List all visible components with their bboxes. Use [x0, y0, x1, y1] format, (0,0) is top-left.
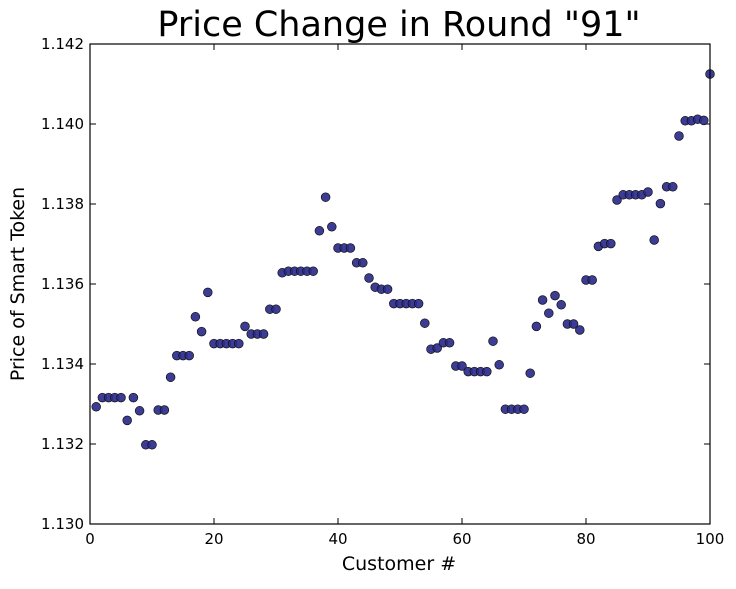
data-point: [482, 366, 492, 377]
y-tick-label: 1.134: [41, 355, 84, 373]
data-point: [258, 329, 269, 339]
data-points: [91, 69, 715, 450]
y-tick-label: 1.136: [41, 275, 84, 293]
plot-frame: [89, 43, 711, 525]
data-point: [234, 338, 244, 349]
data-point: [147, 440, 157, 450]
data-point: [420, 318, 430, 328]
y-tick-label: 1.142: [41, 35, 84, 53]
data-point: [327, 222, 337, 232]
data-point: [159, 405, 170, 415]
data-point: [134, 406, 145, 416]
data-point: [699, 115, 709, 126]
data-point: [128, 392, 139, 403]
data-point: [537, 295, 548, 305]
x-tick-label: 60: [452, 530, 471, 548]
data-point: [413, 298, 424, 309]
data-point: [525, 368, 535, 378]
y-tick-label: 1.138: [41, 195, 84, 213]
data-point: [308, 266, 318, 276]
data-point: [122, 415, 132, 426]
data-point: [271, 304, 281, 314]
data-point: [190, 312, 201, 322]
data-point: [165, 372, 176, 382]
data-point: [364, 273, 374, 283]
data-point: [494, 360, 504, 370]
data-point: [556, 300, 566, 310]
x-axis-label: Customer #: [342, 553, 456, 575]
x-tick-label: 40: [328, 530, 347, 548]
data-point: [457, 361, 467, 371]
data-point: [91, 402, 101, 412]
data-point: [587, 275, 597, 285]
y-axis-label: Price of Smart Token: [7, 187, 29, 381]
data-point: [668, 182, 678, 192]
data-point: [643, 187, 653, 197]
data-point: [196, 326, 207, 337]
data-point: [358, 258, 368, 268]
x-tick-label: 100: [696, 530, 725, 548]
y-tick-label: 1.132: [41, 435, 84, 453]
x-tick-label: 20: [204, 530, 223, 548]
y-tick-label: 1.140: [41, 115, 84, 133]
data-point: [444, 338, 455, 348]
data-point: [488, 336, 498, 346]
y-tick-label: 1.130: [41, 515, 84, 533]
data-point: [116, 392, 126, 403]
data-point: [550, 290, 560, 301]
x-tick-label: 0: [85, 530, 95, 548]
data-point: [575, 325, 585, 335]
data-point: [606, 238, 616, 249]
data-point: [519, 404, 529, 414]
data-point: [544, 308, 554, 318]
chart-title: Price Change in Round "91": [157, 5, 640, 45]
data-point: [320, 192, 331, 202]
data-point: [345, 243, 356, 253]
data-point: [382, 284, 393, 294]
data-point: [432, 343, 442, 353]
data-point: [649, 235, 659, 245]
data-point: [184, 350, 194, 361]
data-point: [674, 131, 684, 141]
axis-ticks: 0 20 40 60 80 100 1.130 1.132 1.134 1.136 1.138 1.1…: [41, 35, 724, 548]
data-point: [531, 321, 542, 332]
data-point: [240, 321, 250, 332]
x-tick-label: 80: [576, 530, 595, 548]
data-point: [314, 226, 325, 236]
data-point: [568, 319, 579, 329]
data-point: [203, 287, 213, 298]
data-point: [612, 195, 622, 205]
data-point: [655, 198, 666, 209]
